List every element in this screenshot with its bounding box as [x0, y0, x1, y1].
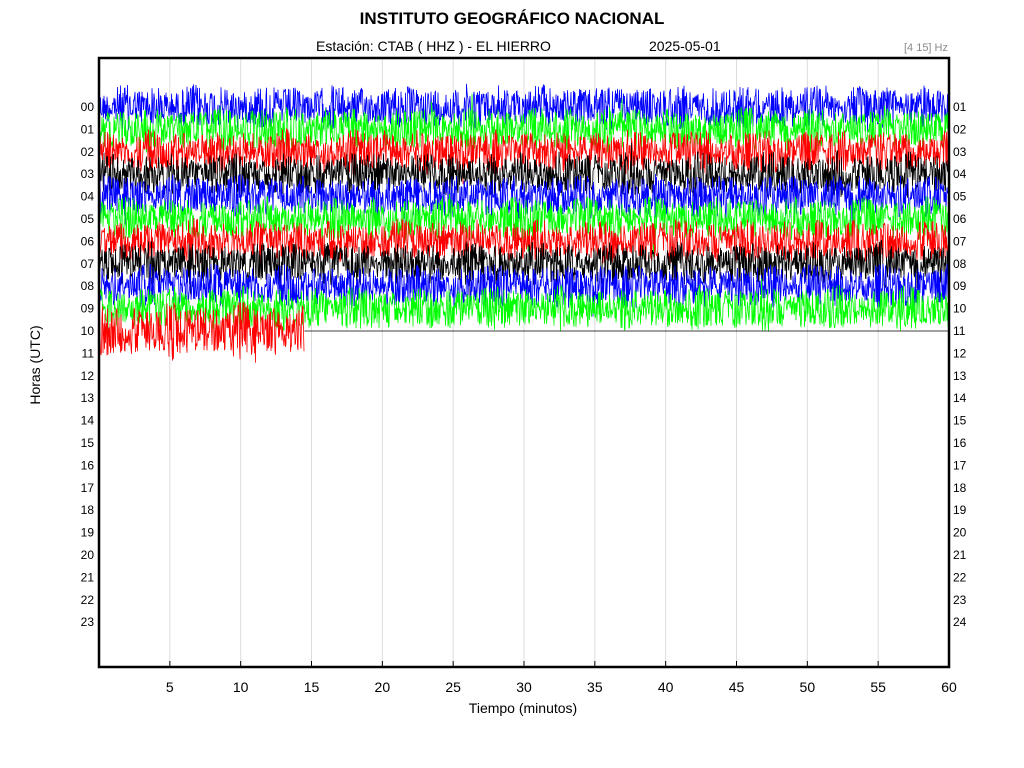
right-hour-labels: 01 02 03 04 05 06 07 08 09 10 11 12 13 14 15 16 17 18 19 20…: [953, 100, 967, 629]
hour-label-right: 14: [953, 391, 967, 405]
station-label: Estación: CTAB ( HHZ ) - EL HIERRO: [316, 38, 551, 54]
x-tick-label: 60: [941, 679, 957, 695]
trace-hour-3: [98, 142, 950, 198]
hour-label-right: 23: [953, 593, 967, 607]
hour-label-right: 01: [953, 100, 967, 114]
x-tick-label: 40: [658, 679, 674, 695]
hour-label-right: 10: [953, 302, 967, 316]
hour-label-left: 05: [81, 212, 95, 226]
filter-band-label: [4 15] Hz: [903, 42, 948, 54]
hour-label-left: 07: [81, 257, 95, 271]
x-axis-label: Tiempo (minutos): [468, 700, 578, 716]
hour-label-left: 12: [81, 369, 95, 383]
hour-label-right: 16: [953, 436, 967, 450]
x-tick-label: 15: [304, 679, 320, 695]
hour-label-left: 23: [81, 615, 95, 629]
hour-label-left: 01: [81, 122, 95, 136]
hour-label-right: 12: [953, 346, 967, 360]
hour-label-left: 16: [81, 458, 95, 472]
x-tick-label: 50: [800, 679, 816, 695]
x-tick-label: 10: [233, 679, 249, 695]
trace-hour-0: [98, 83, 950, 133]
x-tick-label: 25: [445, 679, 461, 695]
hour-label-right: 02: [953, 122, 967, 136]
hour-label-left: 19: [81, 526, 95, 540]
hour-label-left: 17: [81, 481, 95, 495]
date-label: 2025-05-01: [649, 38, 721, 54]
hour-label-right: 19: [953, 503, 967, 517]
trace-hour-8: [98, 263, 950, 317]
x-tick-label: 35: [587, 679, 603, 695]
x-tick-label: 45: [729, 679, 745, 695]
hour-label-left: 00: [81, 100, 95, 114]
hour-label-right: 07: [953, 234, 967, 248]
hour-label-right: 04: [953, 167, 967, 181]
hour-label-right: 05: [953, 190, 967, 204]
x-tick-label: 5: [166, 679, 174, 695]
hour-label-left: 08: [81, 279, 95, 293]
trace-hour-10: [98, 301, 305, 363]
trace-hour-6: [98, 217, 950, 265]
y-axis-label: Horas (UTC): [27, 325, 43, 405]
hour-label-left: 02: [81, 145, 95, 159]
left-hour-labels: 00 01 02 03 04 05 06 07 08 09 10 11 12 13 14 15 16 17 18 19…: [81, 100, 95, 629]
trace-hour-2: [98, 128, 950, 185]
hour-label-left: 20: [81, 548, 95, 562]
hour-label-right: 08: [953, 257, 967, 271]
chart-title: INSTITUTO GEOGRÁFICO NACIONAL: [359, 9, 665, 28]
seismic-traces: [98, 83, 950, 363]
x-tick-label: 30: [516, 679, 532, 695]
hour-label-left: 11: [82, 346, 95, 360]
hour-label-right: 22: [953, 570, 967, 584]
hour-label-left: 22: [81, 593, 95, 607]
hour-label-left: 15: [81, 436, 95, 450]
hour-label-right: 21: [953, 548, 967, 562]
hour-label-right: 24: [953, 615, 967, 629]
hour-label-left: 09: [81, 302, 95, 316]
trace-hour-4: [98, 173, 950, 232]
x-axis-ticks: 5 10 15 20 25 30 35 40 45 50 55 60: [166, 661, 957, 695]
hour-label-right: 20: [953, 526, 967, 540]
hour-label-left: 06: [81, 234, 95, 248]
hour-label-right: 17: [953, 458, 967, 472]
hour-label-left: 18: [81, 503, 95, 517]
hour-label-left: 13: [81, 391, 95, 405]
hour-label-left: 03: [81, 167, 95, 181]
hour-label-right: 06: [953, 212, 967, 226]
hour-label-left: 10: [81, 324, 95, 338]
trace-hour-1: [98, 93, 950, 160]
hour-label-right: 18: [953, 481, 967, 495]
hour-label-left: 21: [81, 570, 95, 584]
hour-label-left: 04: [81, 190, 95, 204]
hour-label-left: 14: [81, 414, 95, 428]
hour-label-right: 11: [953, 324, 966, 338]
trace-hour-5: [98, 193, 950, 257]
hour-label-right: 03: [953, 145, 967, 159]
hour-label-right: 13: [953, 369, 967, 383]
x-tick-label: 20: [375, 679, 391, 695]
hour-label-right: 09: [953, 279, 967, 293]
hour-label-right: 15: [953, 414, 967, 428]
x-tick-label: 55: [870, 679, 886, 695]
